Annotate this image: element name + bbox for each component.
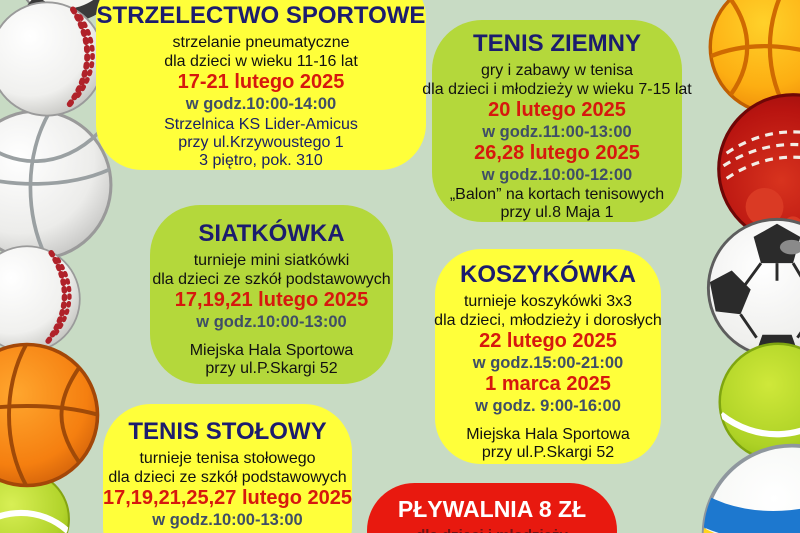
card-title: TENIS ZIEMNY <box>472 30 641 57</box>
card-line: dla dzieci w wieku 11-16 lat <box>164 53 358 70</box>
card-line: gry i zabawy w tenisa <box>480 62 634 79</box>
card-line: Strzelnica KS Lider-Amicus <box>164 116 358 133</box>
volleyball-blue-yellow-icon <box>701 443 800 533</box>
card-title: STRZELECTWO SPORTOWE <box>96 2 426 29</box>
card-title: TENIS STOŁOWY <box>128 418 327 445</box>
volleyball-icon <box>0 109 113 261</box>
card-line: w godz.10:00-13:00 <box>152 511 303 529</box>
card-title: SIATKÓWKA <box>198 220 345 247</box>
card-line: w godz.11:00-13:00 <box>482 123 632 141</box>
card-line: w godz.10:00-14:00 <box>185 95 337 113</box>
card-siatkowka: SIATKÓWKA turnieje mini siatkówki dla dzie… <box>150 205 393 384</box>
card-line: Miejska Hala Sportowa <box>189 342 354 359</box>
card-line: dla dzieci i młodzieży w wieku 7-15 lat <box>422 81 692 98</box>
card-title: PŁYWALNIA 8 ZŁ <box>397 496 587 522</box>
card-line: 1 marca 2025 <box>485 373 611 395</box>
card-line: w godz.10:00-13:00 <box>196 313 347 331</box>
baseball-mid-icon <box>0 245 81 353</box>
card-line: przy ul.P.Skargi 52 <box>481 444 615 461</box>
card-title: KOSZYKÓWKA <box>460 261 636 288</box>
card-line: 17-21 lutego 2025 <box>177 71 345 93</box>
card-line: dla dzieci ze szkół podstawowych <box>108 469 347 486</box>
card-line: „Balon” na kortach tenisowych <box>449 186 665 203</box>
card-line: dla dzieci i młodzieży <box>416 527 568 533</box>
baseball-top-icon <box>0 1 105 117</box>
card-tenis-stolowy: TENIS STOŁOWY turnieje tenisa stołowego dl… <box>103 404 352 533</box>
card-line: przy ul.Krzywoustego 1 <box>178 134 344 151</box>
card-line: 26,28 lutego 2025 <box>474 142 640 164</box>
card-line: 17,19,21 lutego 2025 <box>174 289 369 311</box>
card-tenis-ziemny: TENIS ZIEMNY gry i zabawy w tenisa dla dzi… <box>422 20 692 222</box>
card-line: 17,19,21,25,27 lutego 2025 <box>102 487 353 509</box>
card-line: dla dzieci ze szkół podstawowych <box>152 271 391 288</box>
card-line: w godz.10:00-12:00 <box>481 166 633 184</box>
basketball-icon <box>0 342 100 488</box>
cricket-ball-icon <box>717 93 800 245</box>
card-line: strzelanie pneumatyczne <box>172 34 350 51</box>
soccer-ball-icon <box>706 217 800 359</box>
card-line: Miejska Hala Sportowa <box>466 426 630 443</box>
card-line: przy ul.P.Skargi 52 <box>205 360 338 377</box>
basketball-orange-icon <box>708 0 800 116</box>
card-line: w godz.15:00-21:00 <box>472 354 624 372</box>
card-line: dla dzieci, młodzieży i dorosłych <box>434 312 662 329</box>
card-line: przy ul.8 Maja 1 <box>500 204 614 221</box>
card-line: 22 lutego 2025 <box>479 330 617 352</box>
card-line: 20 lutego 2025 <box>488 99 626 121</box>
card-line: turnieje tenisa stołowego <box>139 450 316 467</box>
card-koszykowka: KOSZYKÓWKA turnieje koszykówki 3x3 dla dzi… <box>434 249 662 464</box>
card-line: w godz. 9:00-16:00 <box>475 397 621 415</box>
card-line: 3 piętro, pok. 310 <box>199 152 323 169</box>
card-strzelectwo-sportowe: STRZELECTWO SPORTOWE strzelanie pneumatyc… <box>96 0 426 170</box>
card-line: turnieje koszykówki 3x3 <box>463 293 633 310</box>
card-line: turnieje mini siatkówki <box>193 252 350 269</box>
card-plywalnia: PŁYWALNIA 8 ZŁ dla dzieci i młodzieży <box>367 483 617 533</box>
